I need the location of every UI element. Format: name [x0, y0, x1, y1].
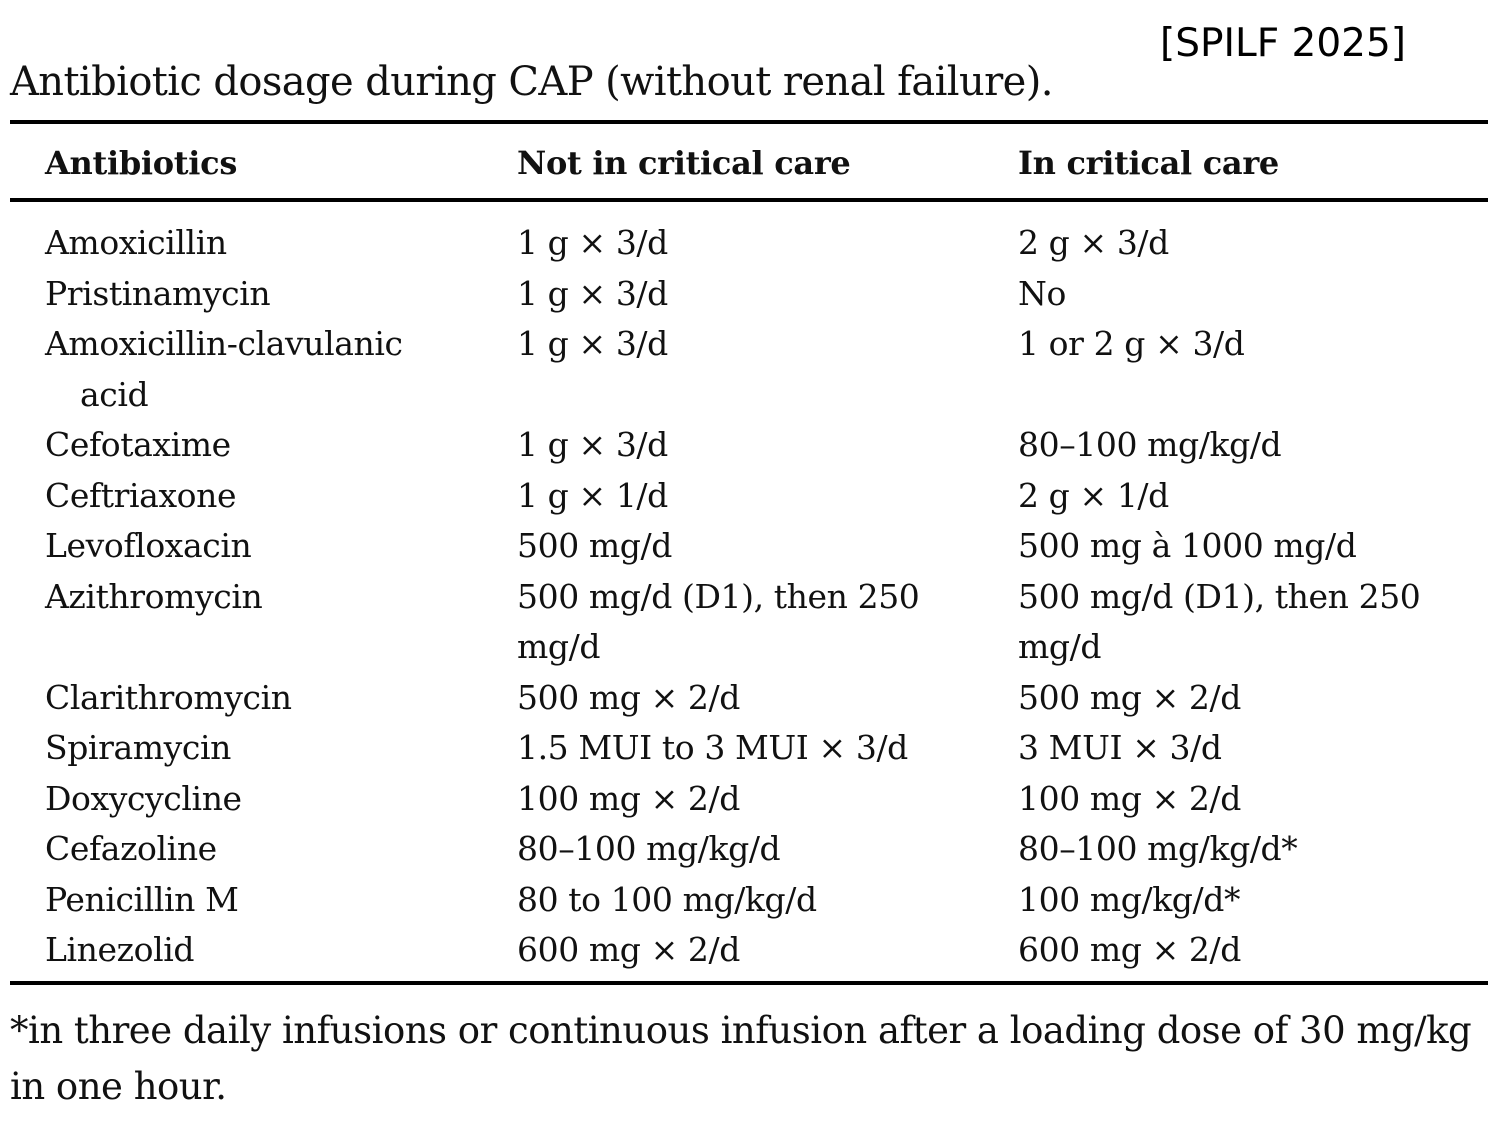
table-row: Amoxicillin 1 g × 3/d 2 g × 3/d	[0, 218, 1503, 269]
antibiotic-name: Spiramycin	[45, 728, 231, 767]
table-header-rule	[10, 198, 1488, 202]
dose-critical: No	[1018, 273, 1066, 313]
table-row: Cefazoline 80–100 mg/kg/d 80–100 mg/kg/d…	[0, 824, 1503, 875]
table-bottom-rule	[10, 981, 1488, 985]
dose-not-critical: 600 mg × 2/d	[517, 930, 740, 969]
table-row: Pristinamycin 1 g × 3/d No	[0, 269, 1503, 320]
table-footnote: *in three daily infusions or continuous …	[10, 1009, 1472, 1108]
antibiotic-name: Clarithromycin	[45, 677, 292, 717]
dose-critical: 80–100 mg/kg/d	[1018, 425, 1282, 464]
source-tag: [SPILF 2025]	[1160, 21, 1407, 66]
dose-critical: 100 mg/kg/d*	[1018, 879, 1241, 919]
dose-critical: 600 mg × 2/d	[1018, 930, 1241, 969]
dose-critical: 500 mg à 1000 mg/d	[1018, 526, 1357, 565]
antibiotic-name: Pristinamycin	[45, 273, 271, 313]
dose-critical: 2 g × 1/d	[1018, 475, 1169, 515]
antibiotic-name: Azithromycin	[45, 576, 263, 616]
header-in-critical-care: In critical care	[1018, 144, 1279, 182]
antibiotic-name: Amoxicillin	[45, 223, 227, 262]
table-row: Levofloxacin 500 mg/d 500 mg à 1000 mg/d	[0, 521, 1503, 572]
dose-not-critical: 80–100 mg/kg/d	[517, 829, 781, 868]
header-antibiotics: Antibiotics	[45, 144, 238, 182]
dose-not-critical: 1 g × 3/d	[517, 425, 668, 464]
dose-critical: 80–100 mg/kg/d*	[1018, 829, 1298, 868]
dose-not-critical: 500 mg/d (D1), then 250 mg/d	[517, 576, 920, 667]
dose-not-critical: 1 g × 1/d	[517, 475, 668, 515]
table-row: Cefotaxime 1 g × 3/d 80–100 mg/kg/d	[0, 420, 1503, 471]
dose-not-critical: 1 g × 3/d	[517, 273, 668, 313]
dose-not-critical: 500 mg/d	[517, 526, 672, 565]
dose-critical: 100 mg × 2/d	[1018, 778, 1241, 818]
table-row: Penicillin M 80 to 100 mg/kg/d 100 mg/kg…	[0, 875, 1503, 926]
dose-critical: 1 or 2 g × 3/d	[1018, 324, 1245, 363]
table-row: Amoxicillin-clavulanic acid 1 g × 3/d 1 …	[0, 319, 1503, 420]
table-title: Antibiotic dosage during CAP (without re…	[10, 59, 1053, 105]
table-row: Doxycycline 100 mg × 2/d 100 mg × 2/d	[0, 774, 1503, 825]
table-row: Ceftriaxone 1 g × 1/d 2 g × 1/d	[0, 471, 1503, 522]
table-row: Linezolid 600 mg × 2/d 600 mg × 2/d	[0, 925, 1503, 976]
dose-not-critical: 100 mg × 2/d	[517, 778, 740, 818]
antibiotic-name: Amoxicillin-clavulanic acid	[45, 324, 403, 414]
antibiotic-name: Cefotaxime	[45, 425, 231, 464]
table-row: Clarithromycin 500 mg × 2/d 500 mg × 2/d	[0, 673, 1503, 724]
dose-critical: 2 g × 3/d	[1018, 223, 1169, 262]
header-not-in-critical-care: Not in critical care	[517, 144, 851, 182]
antibiotic-name: Penicillin M	[45, 879, 239, 919]
dose-not-critical: 500 mg × 2/d	[517, 677, 740, 717]
table-body: Amoxicillin 1 g × 3/d 2 g × 3/d Pristina…	[0, 218, 1503, 976]
dose-critical: 3 MUI × 3/d	[1018, 728, 1222, 767]
table-top-rule	[10, 120, 1488, 124]
dose-not-critical: 1 g × 3/d	[517, 223, 668, 262]
dose-critical: 500 mg/d (D1), then 250 mg/d	[1018, 576, 1421, 667]
antibiotic-name: Doxycycline	[45, 778, 242, 818]
table-row: Azithromycin 500 mg/d (D1), then 250 mg/…	[0, 572, 1503, 673]
table-header-row: Antibiotics Not in critical care In crit…	[0, 141, 1503, 187]
antibiotic-name: Linezolid	[45, 930, 195, 969]
dose-not-critical: 1 g × 3/d	[517, 324, 668, 363]
antibiotic-name: Levofloxacin	[45, 526, 252, 565]
dose-critical: 500 mg × 2/d	[1018, 677, 1241, 717]
dose-not-critical: 1.5 MUI to 3 MUI × 3/d	[517, 728, 908, 767]
antibiotic-name: Cefazoline	[45, 829, 217, 868]
table-row: Spiramycin 1.5 MUI to 3 MUI × 3/d 3 MUI …	[0, 723, 1503, 774]
antibiotic-name: Ceftriaxone	[45, 475, 237, 515]
dose-not-critical: 80 to 100 mg/kg/d	[517, 879, 817, 919]
